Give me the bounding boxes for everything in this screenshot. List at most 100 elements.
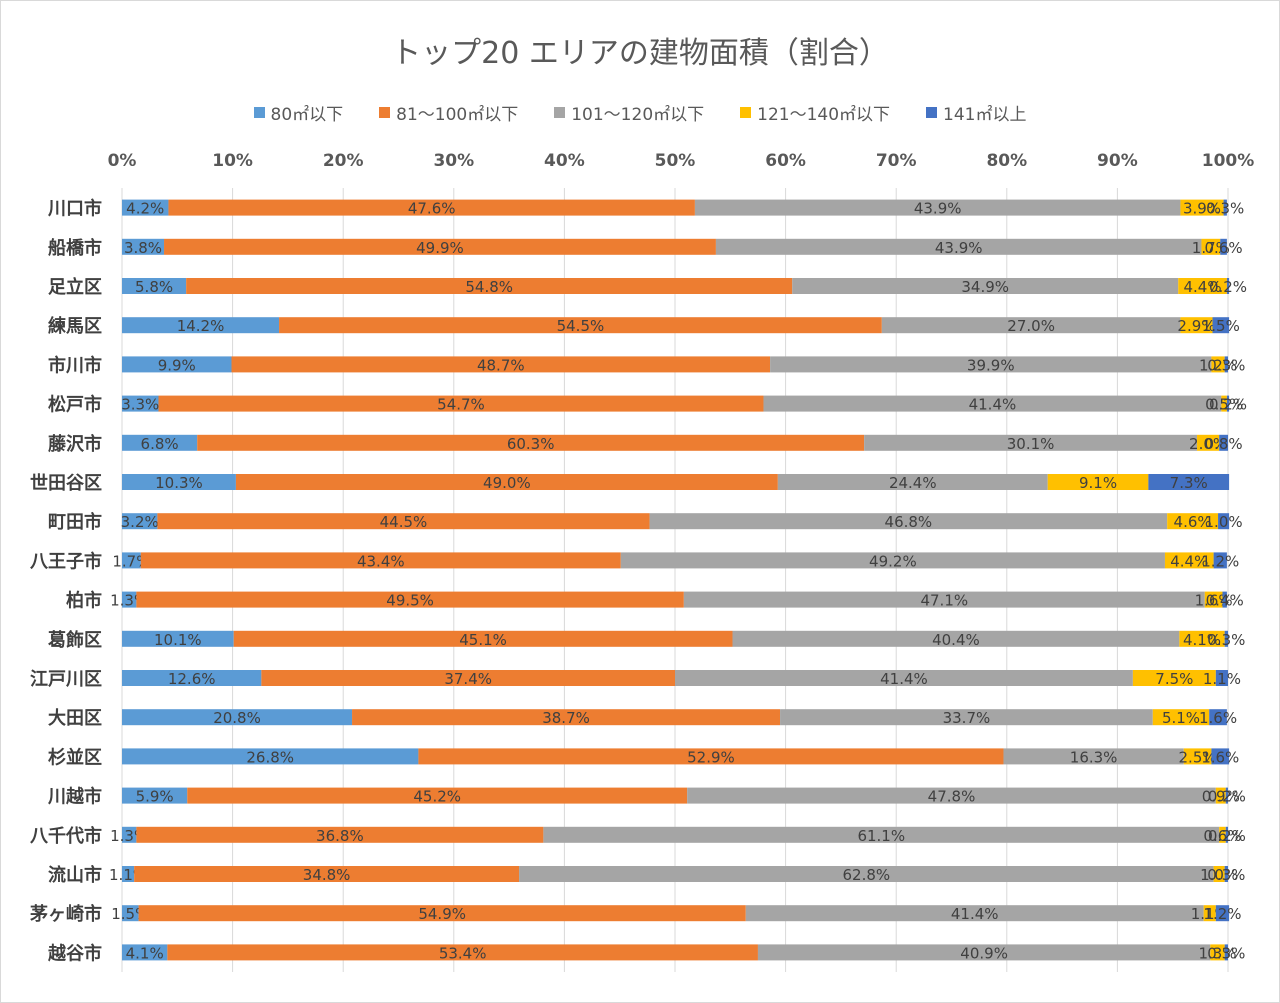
x-tick-label: 90% <box>1097 151 1138 171</box>
data-label: 0.6% <box>1205 239 1243 257</box>
legend-item: 101～120㎡以下 <box>554 100 704 125</box>
data-label: 6.8% <box>141 435 179 453</box>
bar-segment <box>543 826 1220 843</box>
data-label: 44.5% <box>380 513 428 531</box>
bar-segment <box>1179 630 1225 647</box>
bar-segment <box>122 552 141 569</box>
legend-label: 101～120㎡以下 <box>571 105 705 125</box>
bar-segment <box>763 395 1222 412</box>
data-label: 26.8% <box>246 748 294 766</box>
bar-segment <box>1225 787 1228 804</box>
bar-segment <box>1197 434 1220 451</box>
bar-segment <box>418 748 1004 765</box>
bar-segment <box>770 356 1212 373</box>
bar-segment <box>1215 787 1226 804</box>
bar-segment <box>1211 748 1230 765</box>
legend-label: 81～100㎡以下 <box>396 105 519 125</box>
bar-segment <box>197 434 865 451</box>
bar-segment <box>167 944 758 961</box>
data-label: 0.3% <box>1206 200 1244 218</box>
bar-segment <box>261 670 675 686</box>
legend-swatch <box>926 107 938 118</box>
data-label: 34.9% <box>961 278 1009 296</box>
data-label: 1.6% <box>1199 709 1237 727</box>
bar-segment <box>1204 591 1223 608</box>
data-label: 49.0% <box>483 474 531 492</box>
bar-segment <box>1215 670 1228 686</box>
bar-segment <box>1225 826 1228 843</box>
data-label: 62.8% <box>843 866 891 884</box>
data-label: 7.3% <box>1170 474 1208 492</box>
bar-segment <box>675 670 1133 686</box>
bar-segment <box>231 356 771 373</box>
data-label: 0.9% <box>1202 788 1240 806</box>
legend-item: 121～140㎡以下 <box>740 100 890 125</box>
bar-segment <box>1224 630 1228 647</box>
data-label: 40.4% <box>932 631 980 649</box>
x-tick-label: 10% <box>212 151 253 171</box>
data-label: 47.1% <box>920 592 968 610</box>
bar-segment <box>157 513 650 530</box>
legend-item: 141㎡以上 <box>926 100 1027 125</box>
data-label: 3.3% <box>121 396 159 414</box>
x-tick-label: 20% <box>323 151 364 171</box>
bar-segment <box>1226 395 1230 412</box>
legend-swatch <box>379 107 391 118</box>
data-label: 37.4% <box>444 670 492 688</box>
bar-segment <box>1164 552 1214 569</box>
category-label: 大田区 <box>48 707 102 729</box>
data-label: 39.9% <box>967 356 1015 374</box>
x-tick-label: 60% <box>765 151 806 171</box>
bar-segment <box>122 944 168 961</box>
bar-segment <box>122 356 232 373</box>
data-label: 4.2% <box>126 200 164 218</box>
data-label: 9.9% <box>158 356 196 374</box>
bar-segment <box>1218 513 1230 530</box>
bar-segment <box>1178 278 1227 294</box>
legend-swatch <box>253 107 265 118</box>
bar-segment <box>122 238 165 255</box>
bar-segment <box>122 591 137 608</box>
bar-segment <box>122 709 353 726</box>
data-label: 40.9% <box>960 944 1008 962</box>
bar-segment <box>687 787 1216 804</box>
bar-segment <box>694 199 1181 216</box>
data-label: 47.8% <box>928 788 976 806</box>
x-tick-label: 80% <box>986 151 1027 171</box>
data-label: 1.0% <box>1200 866 1238 884</box>
bar-segment <box>1047 474 1149 490</box>
data-label: 54.5% <box>557 317 605 335</box>
category-label: 市川市 <box>48 354 102 376</box>
data-label: 0.3% <box>1207 866 1245 884</box>
data-label: 3.8% <box>124 239 162 257</box>
bar-segment <box>780 709 1153 726</box>
category-label: 流山市 <box>48 864 102 886</box>
legend-item: 80㎡以下 <box>253 100 344 125</box>
category-label: 世田谷区 <box>30 473 102 494</box>
data-label: 47.6% <box>408 200 456 218</box>
legend-label: 80㎡以下 <box>270 105 344 125</box>
data-label: 41.4% <box>880 670 928 688</box>
data-label: 4.4% <box>1184 278 1222 296</box>
data-label: 54.8% <box>465 278 513 296</box>
chart-title: トップ20 エリアの建物面積（割合） <box>391 36 889 71</box>
data-label: 2.0% <box>1189 435 1227 453</box>
data-label: 54.7% <box>437 396 485 414</box>
x-tick-label: 100% <box>1202 151 1255 171</box>
data-label: 3.9% <box>1183 200 1221 218</box>
bar-segment <box>683 591 1205 608</box>
data-label: 1.6% <box>1201 748 1239 766</box>
data-label: 2.5% <box>1179 748 1217 766</box>
data-label: 45.2% <box>413 788 461 806</box>
bar-segment <box>235 474 778 490</box>
bar-segment <box>1219 826 1226 843</box>
bar-segment <box>1215 905 1230 922</box>
data-label: 1.2% <box>1203 905 1241 923</box>
data-label: 0.2% <box>1209 396 1247 414</box>
data-label: 52.9% <box>687 748 735 766</box>
data-label: 0.2% <box>1208 827 1246 845</box>
bar-segment <box>649 513 1168 530</box>
data-label: 54.9% <box>418 905 466 923</box>
category-label: 越谷市 <box>47 942 102 964</box>
